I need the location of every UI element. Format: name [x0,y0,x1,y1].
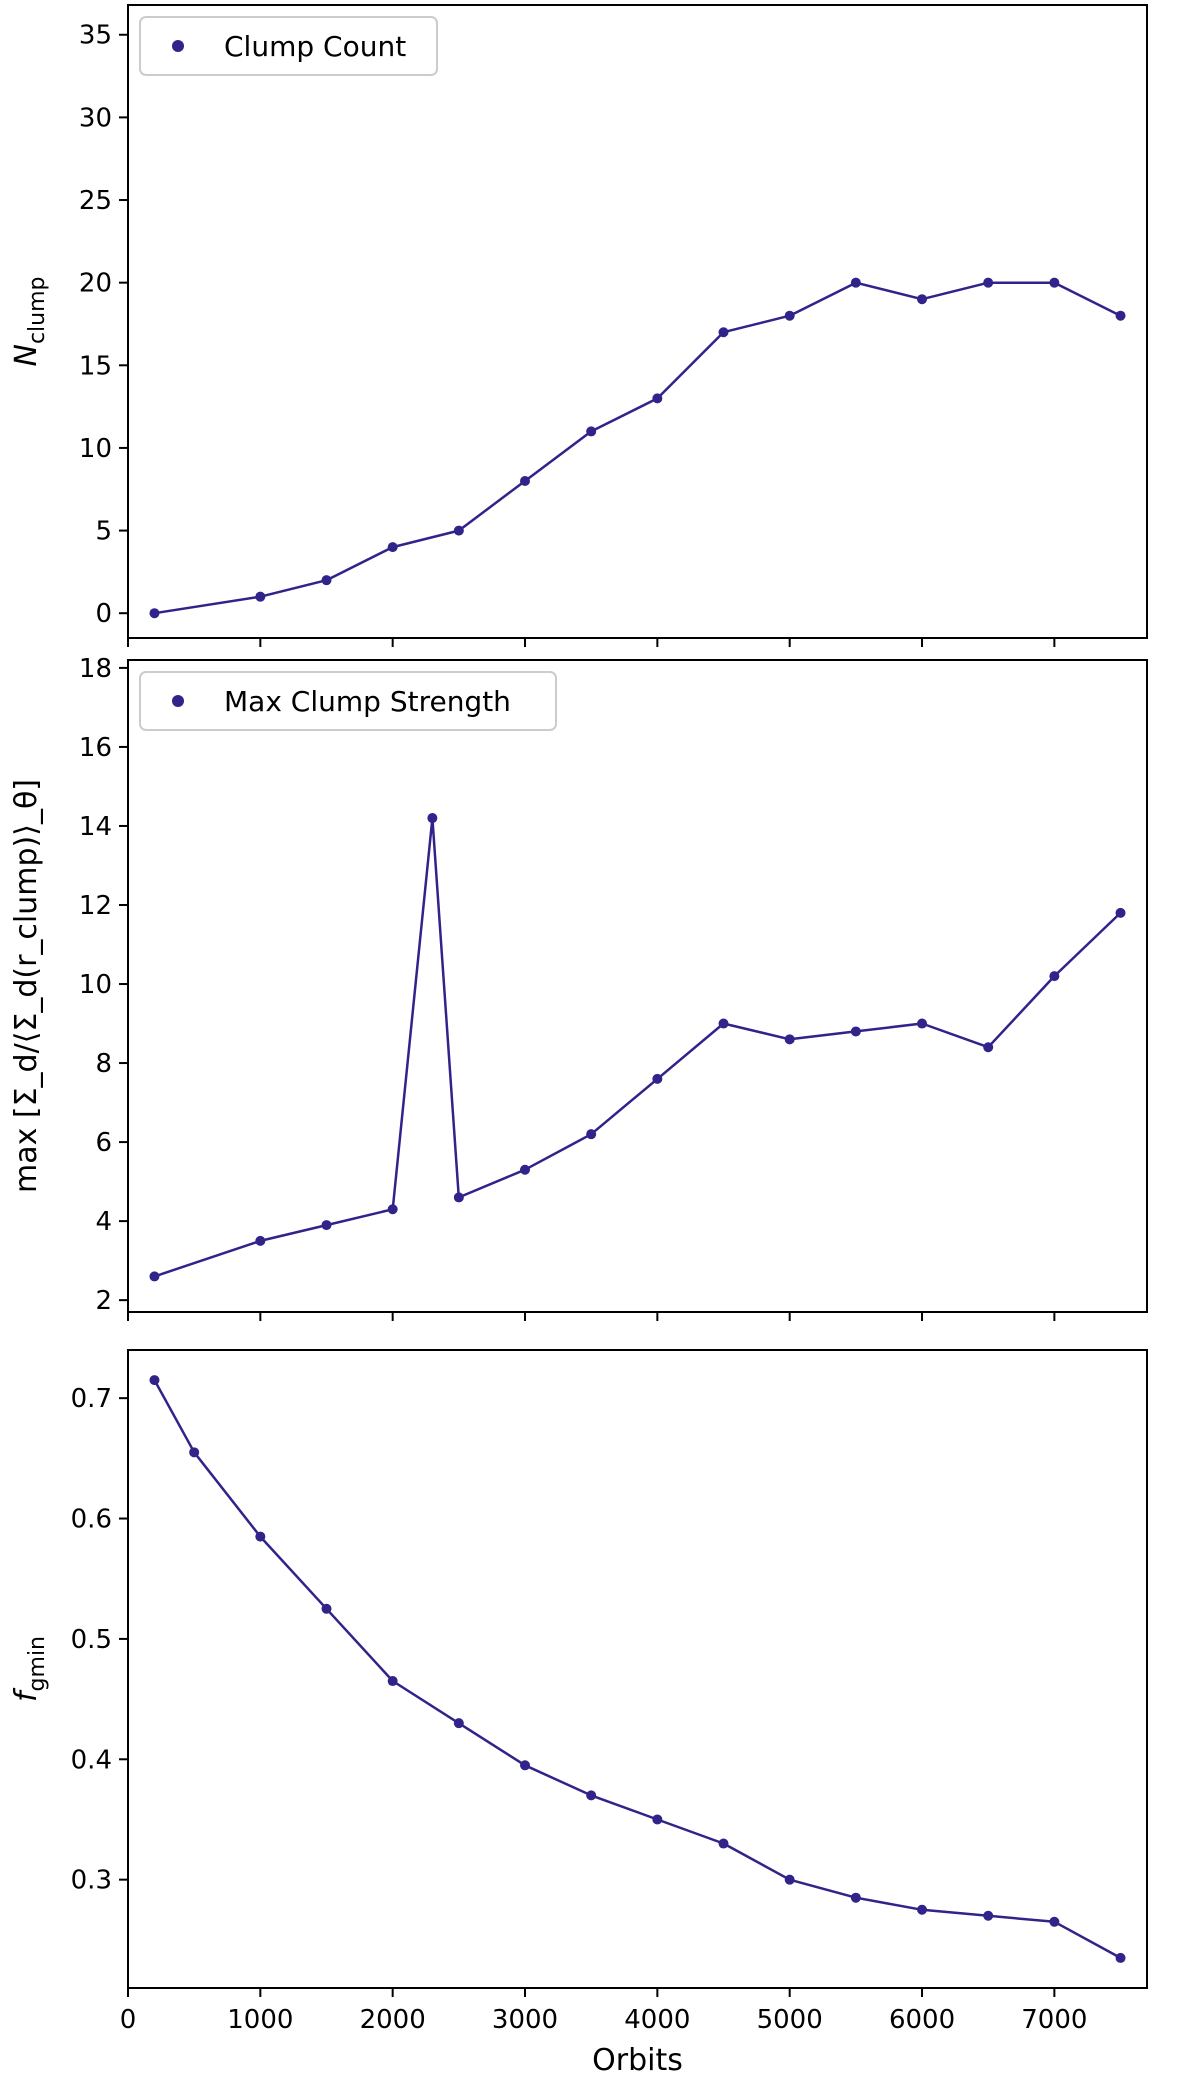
y-tick-label: 6 [95,1128,112,1158]
data-point [1049,1916,1060,1927]
data-point [453,1192,464,1203]
data-point [652,1073,663,1084]
y-tick-label: 0.5 [71,1625,112,1655]
y-axis-label: Nclump [9,277,50,367]
legend-box [139,671,557,731]
x-tick-label: 6000 [889,2005,955,2035]
data-point [255,591,266,602]
data-point [149,1375,160,1386]
data-point [1115,907,1126,918]
data-point [520,1164,531,1175]
data-point [387,1204,398,1215]
y-tick-label: 5 [95,517,112,547]
data-point [387,542,398,553]
data-point [718,1018,729,1029]
series-line [153,1379,1122,1959]
data-point [784,1034,795,1045]
y-tick-label: 16 [79,733,112,763]
y-tick-label: 10 [79,434,112,464]
x-tick-label: 3000 [492,2005,558,2035]
series-line [154,281,1122,615]
y-tick-label: 10 [79,970,112,1000]
data-point [983,1042,994,1053]
data-point [652,393,663,404]
y-tick-label: 0 [95,599,112,629]
data-point [850,1026,861,1037]
y-tick-label: 0.7 [71,1384,112,1414]
x-tick-label: 5000 [757,2005,823,2035]
legend-box [139,16,438,76]
data-point [520,475,531,486]
y-tick-label: 0.3 [71,1866,112,1896]
y-tick-label: 2 [95,1286,112,1316]
x-axis-label: Orbits [592,2043,683,2076]
data-point [586,1790,597,1801]
y-tick-label: 12 [79,891,112,921]
data-point [784,310,795,321]
y-tick-label: 14 [79,812,112,842]
series-line [154,816,1122,1278]
x-tick-label: 2000 [360,2005,426,2035]
plot-frame [127,1349,1148,1989]
data-point [321,1220,332,1231]
data-point [1049,277,1060,288]
data-point [652,1814,663,1825]
data-point [917,294,928,305]
y-tick-label: 20 [79,269,112,299]
y-axis-label: max [Σ_d/⟨Σ_d(r_clump)⟩_θ] [9,779,44,1193]
y-axis-label: fgmin [9,1636,50,1702]
x-tick-label: 4000 [624,2005,690,2035]
data-point [1049,971,1060,982]
data-point [917,1904,928,1915]
legend-label: Clump Count [224,30,406,63]
x-tick-label: 1000 [227,2005,293,2035]
data-point [453,525,464,536]
data-point [983,1910,994,1921]
data-point [387,1676,398,1687]
data-point [427,813,438,824]
data-point [718,1838,729,1849]
x-tick-label: 0 [120,2005,137,2035]
data-point [321,575,332,586]
data-point [850,277,861,288]
data-point [1115,310,1126,321]
data-point [453,1718,464,1729]
data-point [586,426,597,437]
data-point [520,1760,531,1771]
data-point [850,1892,861,1903]
plot-frame [127,4,1148,639]
y-tick-label: 35 [79,21,112,51]
y-tick-label: 0.4 [71,1745,112,1775]
y-tick-label: 18 [79,654,112,684]
y-tick-label: 30 [79,103,112,133]
legend-marker [172,695,184,707]
panel-3: 0.3 0.4 0.5 0.6 0.7 0 1000 2000 3000 4000 5000 6000… [9,1349,1148,2076]
x-tick-label: 7000 [1021,2005,1087,2035]
y-tick-label: 0.6 [71,1505,112,1535]
y-tick-label: 8 [95,1049,112,1079]
y-tick-label: 15 [79,351,112,381]
data-point [1115,1952,1126,1963]
panel-2: 2 4 6 8 10 12 14 16 18 Max Clump Strength max [Σ_d… [9,654,1148,1321]
legend-marker [172,40,184,52]
data-point [321,1603,332,1614]
plot-frame [127,659,1148,1313]
data-point [983,277,994,288]
data-point [917,1018,928,1029]
y-tick-label: 4 [95,1207,112,1237]
data-point [255,1235,266,1246]
data-point [189,1447,200,1458]
legend-label: Max Clump Strength [224,685,511,718]
data-point [149,608,160,619]
data-point [784,1874,795,1885]
data-point [586,1129,597,1140]
data-point [149,1271,160,1282]
data-point [255,1531,266,1542]
y-tick-label: 25 [79,186,112,216]
data-point [718,327,729,338]
panel-1: 0 5 10 15 20 25 30 35 Clump Count Nclump [9,4,1148,647]
